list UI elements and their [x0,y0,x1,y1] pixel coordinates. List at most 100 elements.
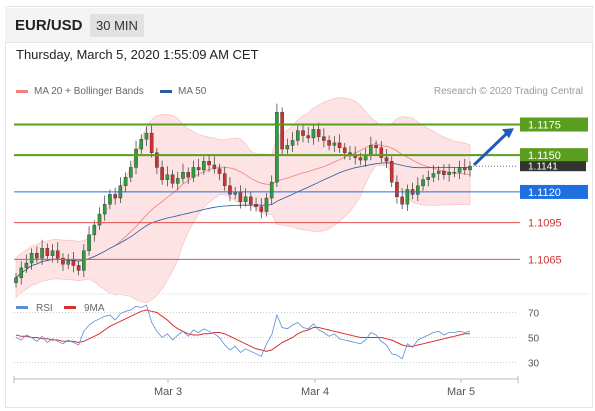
candle-body [55,250,60,259]
candle-body [447,172,451,175]
candle-body [295,130,300,141]
ma9-legend-label: 9MA [84,303,105,314]
candle-body [108,194,112,205]
x-tick-label: Mar 3 [154,386,182,398]
candle-body [306,135,311,139]
ma50-line [15,162,470,278]
candle-body [155,152,159,168]
candle-body [92,224,97,236]
candle-body [322,136,326,141]
rsi-line [15,304,471,360]
support-label: 1.1095 [528,218,562,230]
candle-body [222,173,227,187]
candle-body [71,260,76,266]
candle-body [181,172,185,179]
candle-body [337,142,342,149]
legend-swatch [16,90,28,93]
candle-body [374,145,378,149]
resistance-label: 1.1175 [528,120,561,132]
resistance-tag [520,148,588,163]
candle-body [249,196,253,205]
candle-body [134,148,138,168]
forecast-arrow [472,131,510,167]
rsi-legend-label: RSI [36,303,53,314]
chart-header: EUR/USD 30 MIN [5,8,593,43]
timeframe-badge[interactable]: 30 MIN [90,14,144,37]
candle-body [379,147,384,158]
resistance-tag [520,117,588,132]
last-price-tag [520,161,586,172]
candle-body [87,234,91,251]
pivot-label: 1.1120 [528,187,561,199]
candle-body [196,167,201,171]
candle-body [468,165,472,171]
rsi-tick-label: 50 [528,334,540,345]
candle-body [384,157,389,162]
candle-body [457,167,462,173]
candle-body [228,185,232,195]
candle-body [275,112,279,183]
candle-body [129,167,133,178]
candle-body [24,262,29,269]
rsi-tick-label: 70 [528,309,540,320]
candle-body [175,178,180,184]
candle-body [436,170,441,174]
candle-body [264,197,269,212]
candle-body [254,203,258,207]
candle-body [280,112,284,150]
candle-body [431,173,436,178]
candle-body [66,260,70,265]
rsi-legend-swatch [16,306,28,309]
candle-body [19,267,24,278]
legend-item-ma50: MA 50 [160,86,206,97]
candle-body [40,248,44,259]
candle-body [442,170,446,175]
legend-label: MA 50 [178,86,207,97]
candle-body [332,142,337,146]
candle-body [358,157,363,161]
candle-body [426,177,431,180]
candle-body [395,181,399,198]
ma9-legend-swatch [64,306,76,309]
x-tick-label: Mar 4 [301,386,329,398]
candle-body [311,129,316,139]
candle-body [165,174,170,180]
candle-body [327,140,331,146]
rsi-tick-label: 30 [528,359,540,370]
ma9-line [15,309,470,352]
candle-body [243,196,248,202]
candle-body [400,196,404,205]
candle-body [285,145,290,150]
bollinger-band [15,97,471,304]
candle-body [452,172,457,174]
support-label: 1.1065 [528,254,562,266]
legend-swatch [160,90,172,93]
candle-body [316,129,321,137]
candle-body [29,253,34,264]
candle-body [139,139,144,150]
candle-body [290,140,295,146]
candle-body [144,132,149,140]
candle-body [416,185,420,195]
candle-body [389,161,394,183]
candle-body [191,167,196,178]
candle-body [45,248,50,256]
forecast-arrowhead [502,128,514,139]
x-tick-label: Mar 5 [447,386,475,398]
candle-body [238,191,243,202]
candle-body [269,181,274,199]
candle-body [342,147,347,153]
candle-body [217,168,222,174]
legend-label: MA 20 + Bollinger Bands [34,86,144,97]
legend-item-ma20: MA 20 + Bollinger Bands [16,86,144,97]
candle-body [160,167,164,180]
candle-body [82,250,86,271]
candle-body [113,194,117,199]
candle-body [149,132,154,153]
candle-body [76,265,81,271]
chart-frame [5,6,593,408]
pivot-tag [520,184,588,199]
resistance-label: 1.1150 [528,150,561,162]
candle-body [421,179,425,187]
